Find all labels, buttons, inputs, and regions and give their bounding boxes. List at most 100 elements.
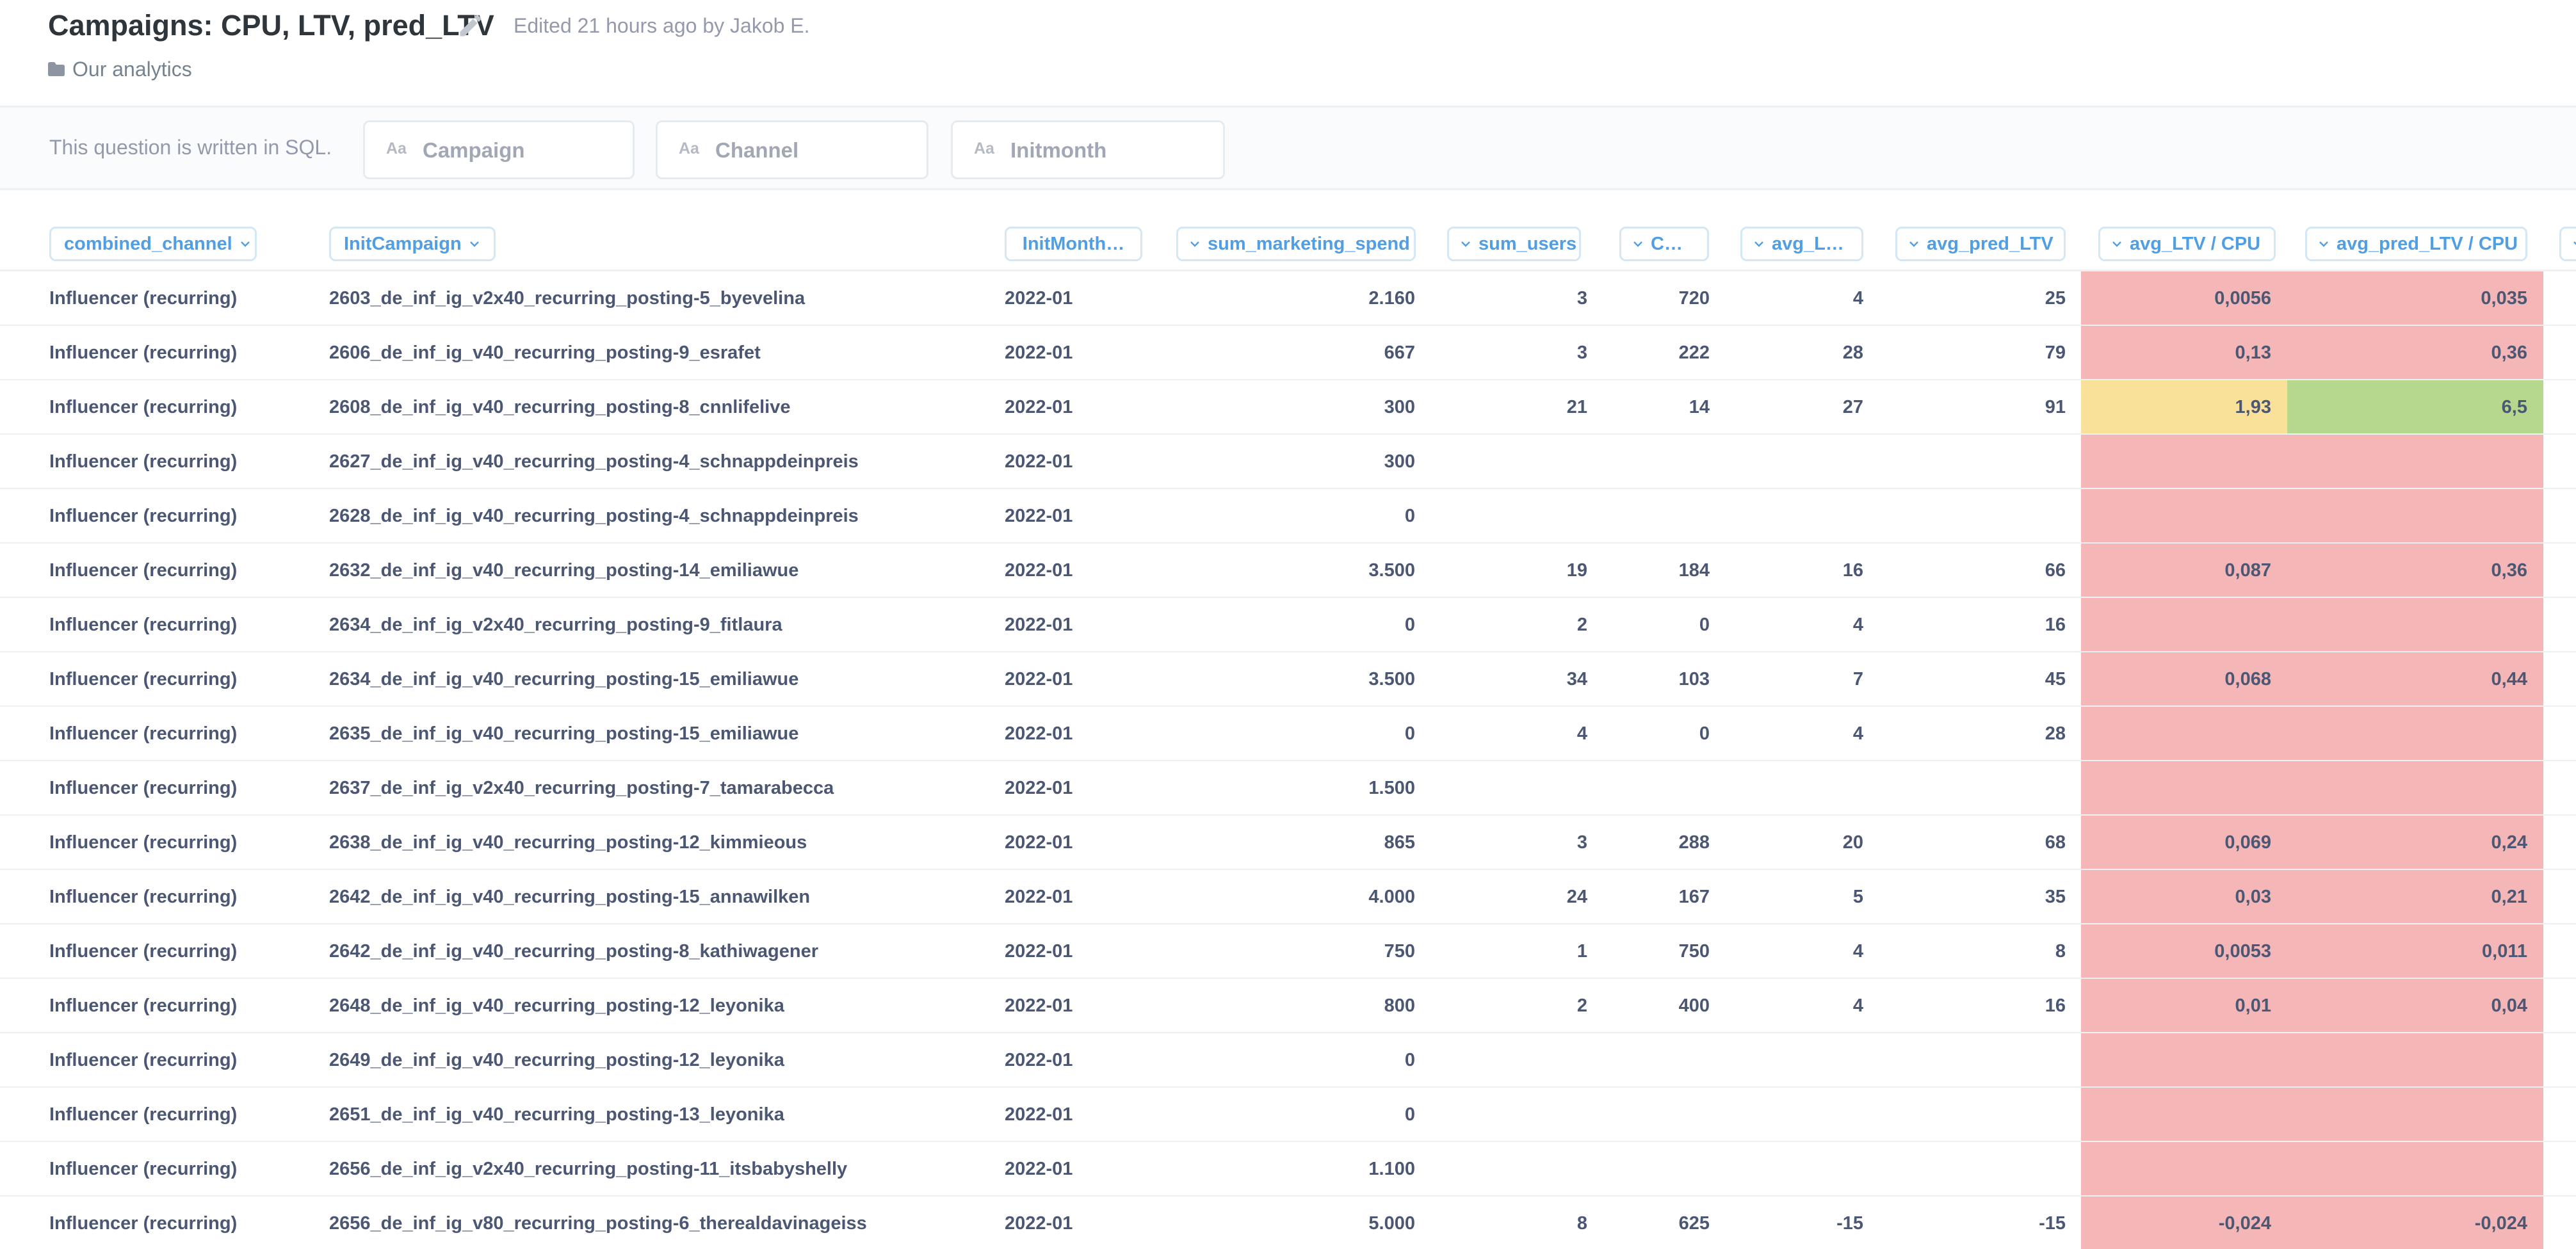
column-header-sum-marketing-spend[interactable]: sum_marketing_spend [1176, 227, 1416, 261]
cell-avg-pred-ltv[interactable]: 66 [2045, 560, 2066, 581]
cell-combined-channel[interactable]: Influencer (recurring) [49, 887, 238, 907]
cell-initmonth[interactable]: 2022-01 [1005, 506, 1073, 526]
cell-sum-marketing-spend[interactable]: 3.500 [1368, 669, 1415, 689]
cell-initcampaign[interactable]: 2603_de_inf_ig_v2x40_recurring_posting-5… [329, 288, 806, 309]
cell-cpu[interactable] [1614, 1142, 1710, 1197]
cell-cpu[interactable]: 14 [1689, 397, 1710, 417]
cell-avg-pred-ltv-per-cpu[interactable]: 0,21 [2287, 870, 2543, 924]
cell-avg-pred-ltv-per-cpu[interactable]: 0,04 [2287, 979, 2543, 1033]
cell-avg-ltv[interactable]: 4 [1852, 723, 1863, 744]
cell-avg-pred-ltv-per-cpu[interactable] [2287, 761, 2543, 816]
cell-cpu[interactable]: 0 [1699, 723, 1710, 744]
cell-initcampaign[interactable]: 2656_de_inf_ig_v2x40_recurring_posting-1… [329, 1159, 848, 1179]
cell-sum-marketing-spend[interactable]: 2.160 [1368, 288, 1415, 309]
cell-initmonth[interactable]: 2022-01 [1005, 342, 1073, 363]
cell-sum-marketing-spend[interactable]: 300 [1384, 397, 1415, 417]
cell-avg-ltv[interactable] [1729, 489, 1863, 544]
cell-avg-pred-ltv-per-cpu[interactable] [2287, 489, 2543, 544]
cell-avg-pred-ltv[interactable] [1889, 761, 2066, 816]
cell-sum-marketing-spend[interactable]: 750 [1384, 941, 1415, 962]
cell-initcampaign[interactable]: 2638_de_inf_ig_v40_recurring_posting-12_… [329, 832, 807, 853]
cell-initcampaign[interactable]: 2628_de_inf_ig_v40_recurring_posting-4_s… [329, 506, 859, 526]
cell-initcampaign[interactable]: 2634_de_inf_ig_v40_recurring_posting-15_… [329, 669, 799, 689]
cell-avg-pred-ltv-per-cpu[interactable]: 0,035 [2287, 271, 2543, 326]
cell-initmonth[interactable]: 2022-01 [1005, 1159, 1073, 1179]
cell-avg-pred-ltv[interactable]: 35 [2045, 887, 2066, 907]
cell-initmonth[interactable]: 2022-01 [1005, 1213, 1073, 1234]
cell-avg-pred-ltv[interactable]: 68 [2045, 832, 2066, 853]
cell-initmonth[interactable]: 2022-01 [1005, 615, 1073, 635]
cell-initcampaign[interactable]: 2642_de_inf_ig_v40_recurring_posting-8_k… [329, 941, 818, 962]
cell-avg-ltv-per-cpu[interactable]: 0,0053 [2081, 924, 2287, 979]
cell-avg-pred-ltv-per-cpu[interactable] [2287, 1088, 2543, 1142]
cell-sum-users[interactable]: 8 [1576, 1213, 1587, 1234]
cell-avg-ltv[interactable]: 28 [1842, 342, 1863, 363]
cell-combined-channel[interactable]: Influencer (recurring) [49, 723, 238, 744]
cell-avg-ltv-per-cpu[interactable] [2081, 761, 2287, 816]
cell-combined-channel[interactable]: Influencer (recurring) [49, 1104, 238, 1125]
cell-avg-ltv[interactable]: 4 [1852, 941, 1863, 962]
cell-avg-ltv[interactable] [1729, 435, 1863, 489]
cell-avg-ltv[interactable]: 16 [1842, 560, 1863, 581]
cell-avg-ltv-per-cpu[interactable] [2081, 707, 2287, 761]
cell-avg-ltv-per-cpu[interactable] [2081, 1033, 2287, 1088]
cell-initmonth[interactable]: 2022-01 [1005, 778, 1073, 798]
cell-cpu[interactable] [1614, 1088, 1710, 1142]
cell-sum-users[interactable] [1447, 1088, 1587, 1142]
cell-sum-users[interactable]: 24 [1566, 887, 1587, 907]
cell-combined-channel[interactable]: Influencer (recurring) [49, 995, 238, 1016]
cell-avg-pred-ltv[interactable]: 8 [2055, 941, 2066, 962]
cell-combined-channel[interactable]: Influencer (recurring) [49, 832, 238, 853]
cell-initmonth[interactable]: 2022-01 [1005, 1104, 1073, 1125]
column-header-avg-ltv[interactable]: avg_L… [1740, 227, 1863, 261]
cell-cpu[interactable]: 0 [1699, 615, 1710, 635]
cell-avg-ltv[interactable] [1729, 1088, 1863, 1142]
cell-sum-marketing-spend[interactable]: 300 [1384, 451, 1415, 472]
cell-combined-channel[interactable]: Influencer (recurring) [49, 941, 238, 962]
cell-combined-channel[interactable]: Influencer (recurring) [49, 397, 238, 417]
cell-avg-ltv-per-cpu[interactable]: 0,087 [2081, 544, 2287, 598]
cell-sum-users[interactable]: 3 [1576, 288, 1587, 309]
collection-link[interactable]: Our analytics [48, 56, 192, 82]
cell-sum-marketing-spend[interactable]: 0 [1404, 1050, 1415, 1070]
cell-initmonth[interactable]: 2022-01 [1005, 397, 1073, 417]
cell-cpu[interactable]: 400 [1678, 995, 1710, 1016]
initmonth-filter[interactable]: Aa Initmonth [951, 120, 1225, 179]
cell-sum-marketing-spend[interactable]: 4.000 [1368, 887, 1415, 907]
cell-initmonth[interactable]: 2022-01 [1005, 832, 1073, 853]
cell-cpu[interactable]: 103 [1678, 669, 1710, 689]
cell-cpu[interactable]: 184 [1678, 560, 1710, 581]
cell-avg-pred-ltv[interactable]: 79 [2045, 342, 2066, 363]
cell-avg-pred-ltv-per-cpu[interactable] [2287, 1033, 2543, 1088]
cell-avg-ltv-per-cpu[interactable] [2081, 598, 2287, 652]
cell-avg-pred-ltv[interactable]: 25 [2045, 288, 2066, 309]
cell-sum-users[interactable] [1447, 1142, 1587, 1197]
cell-avg-pred-ltv-per-cpu[interactable] [2287, 1142, 2543, 1197]
cell-sum-users[interactable] [1447, 1033, 1587, 1088]
cell-avg-pred-ltv-per-cpu[interactable]: 0,36 [2287, 544, 2543, 598]
cell-initmonth[interactable]: 2022-01 [1005, 941, 1073, 962]
column-header-sum-users[interactable]: sum_users [1447, 227, 1581, 261]
cell-initmonth[interactable]: 2022-01 [1005, 669, 1073, 689]
cell-avg-pred-ltv[interactable]: -15 [2039, 1213, 2066, 1234]
cell-sum-marketing-spend[interactable]: 800 [1384, 995, 1415, 1016]
cell-avg-ltv[interactable] [1729, 761, 1863, 816]
cell-combined-channel[interactable]: Influencer (recurring) [49, 560, 238, 581]
column-header-overflow[interactable] [2559, 227, 2576, 261]
cell-avg-pred-ltv-per-cpu[interactable] [2287, 435, 2543, 489]
cell-avg-pred-ltv[interactable]: 91 [2045, 397, 2066, 417]
cell-avg-pred-ltv-per-cpu[interactable]: 6,5 [2287, 380, 2543, 435]
cell-avg-ltv[interactable]: 27 [1842, 397, 1863, 417]
cell-sum-marketing-spend[interactable]: 1.100 [1368, 1159, 1415, 1179]
cell-sum-users[interactable]: 2 [1576, 995, 1587, 1016]
cell-avg-ltv-per-cpu[interactable]: -0,024 [2081, 1197, 2287, 1249]
cell-cpu[interactable]: 720 [1678, 288, 1710, 309]
cell-avg-pred-ltv[interactable] [1889, 435, 2066, 489]
cell-avg-pred-ltv-per-cpu[interactable] [2287, 598, 2543, 652]
cell-initmonth[interactable]: 2022-01 [1005, 887, 1073, 907]
cell-avg-ltv-per-cpu[interactable]: 0,03 [2081, 870, 2287, 924]
cell-sum-marketing-spend[interactable]: 667 [1384, 342, 1415, 363]
column-header-cpu[interactable]: C… [1619, 227, 1709, 261]
cell-combined-channel[interactable]: Influencer (recurring) [49, 451, 238, 472]
cell-sum-marketing-spend[interactable]: 5.000 [1368, 1213, 1415, 1234]
